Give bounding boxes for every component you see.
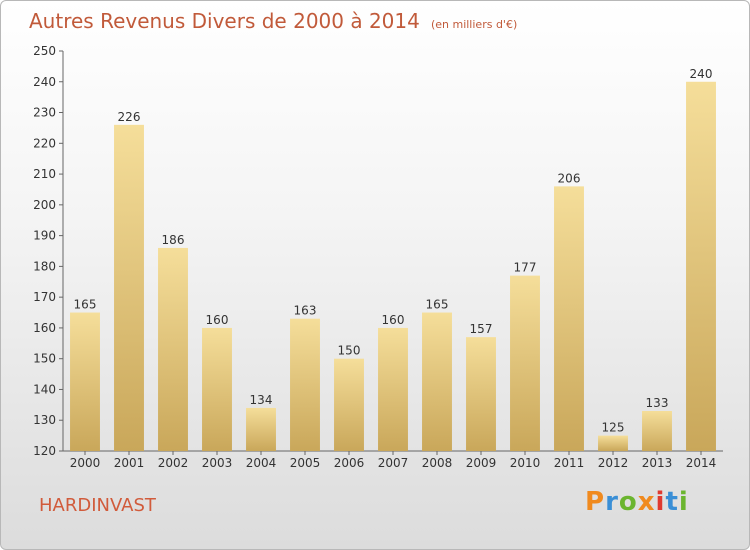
x-tick-label: 2001	[114, 456, 145, 470]
bar-value-label: 165	[74, 298, 97, 312]
bar-value-label: 177	[514, 261, 537, 275]
bar-2004	[246, 407, 276, 451]
y-tick-label: 130	[33, 413, 56, 427]
logo-letter: P	[585, 487, 606, 517]
x-tick-label: 2002	[158, 456, 189, 470]
bar-2011	[554, 186, 584, 451]
y-tick-label: 150	[33, 352, 56, 366]
bar-2005	[290, 318, 320, 451]
bar-value-label: 206	[558, 171, 581, 185]
bar-value-label: 165	[426, 298, 449, 312]
y-tick-label: 190	[33, 229, 56, 243]
x-tick-label: 2006	[334, 456, 365, 470]
x-tick-label: 2004	[246, 456, 277, 470]
x-tick-label: 2010	[510, 456, 541, 470]
bar-2009	[466, 337, 496, 451]
bar-value-label: 150	[338, 344, 361, 358]
bar-value-label: 134	[250, 393, 273, 407]
x-tick-label: 2012	[598, 456, 629, 470]
bar-value-label: 163	[294, 304, 317, 318]
y-tick-label: 120	[33, 444, 56, 458]
bar-2003	[202, 327, 232, 451]
chart-unit-note: (en milliers d'€)	[430, 18, 518, 31]
y-tick-label: 170	[33, 290, 56, 304]
logo-letter: i	[655, 487, 666, 517]
bar-value-label: 160	[382, 313, 405, 327]
proxiti-logo: Proxiti	[585, 487, 689, 517]
bar-2012	[598, 435, 628, 451]
logo-letter: x	[637, 487, 656, 517]
x-tick-label: 2007	[378, 456, 409, 470]
logo-letter: i	[678, 487, 689, 517]
bar-value-label: 157	[470, 322, 493, 336]
x-tick-label: 2000	[70, 456, 101, 470]
y-tick-label: 210	[33, 167, 56, 181]
y-tick-label: 230	[33, 106, 56, 120]
chart-title-row: Autres Revenus Divers de 2000 à 2014 (en…	[29, 9, 517, 33]
bar-2007	[378, 327, 408, 451]
logo-letter: r	[605, 487, 619, 517]
x-tick-label: 2005	[290, 456, 321, 470]
y-tick-label: 200	[33, 198, 56, 212]
bar-2010	[510, 275, 540, 451]
bar-2014	[686, 81, 716, 452]
bar-value-label: 240	[690, 67, 713, 81]
bar-2013	[642, 411, 672, 451]
bar-2002	[158, 247, 188, 451]
x-tick-label: 2003	[202, 456, 233, 470]
bar-value-label: 125	[602, 421, 625, 435]
logo-letter: o	[618, 487, 638, 517]
x-tick-label: 2011	[554, 456, 585, 470]
y-tick-label: 140	[33, 382, 56, 396]
y-tick-label: 180	[33, 259, 56, 273]
chart-title: Autres Revenus Divers de 2000 à 2014	[29, 9, 420, 33]
bar-2006	[334, 358, 364, 451]
x-tick-label: 2014	[686, 456, 717, 470]
x-tick-label: 2009	[466, 456, 497, 470]
bar-value-label: 160	[206, 313, 229, 327]
y-tick-label: 160	[33, 321, 56, 335]
bar-2001	[114, 124, 144, 451]
bar-2000	[70, 312, 100, 451]
bar-2008	[422, 312, 452, 451]
logo-letter: t	[665, 487, 679, 517]
y-tick-label: 240	[33, 75, 56, 89]
location-name: HARDINVAST	[39, 495, 156, 516]
x-tick-label: 2008	[422, 456, 453, 470]
y-tick-label: 220	[33, 136, 56, 150]
bar-value-label: 226	[118, 110, 141, 124]
x-tick-label: 2013	[642, 456, 673, 470]
bar-value-label: 133	[646, 396, 669, 410]
bar-value-label: 186	[162, 233, 185, 247]
y-tick-label: 250	[33, 44, 56, 58]
